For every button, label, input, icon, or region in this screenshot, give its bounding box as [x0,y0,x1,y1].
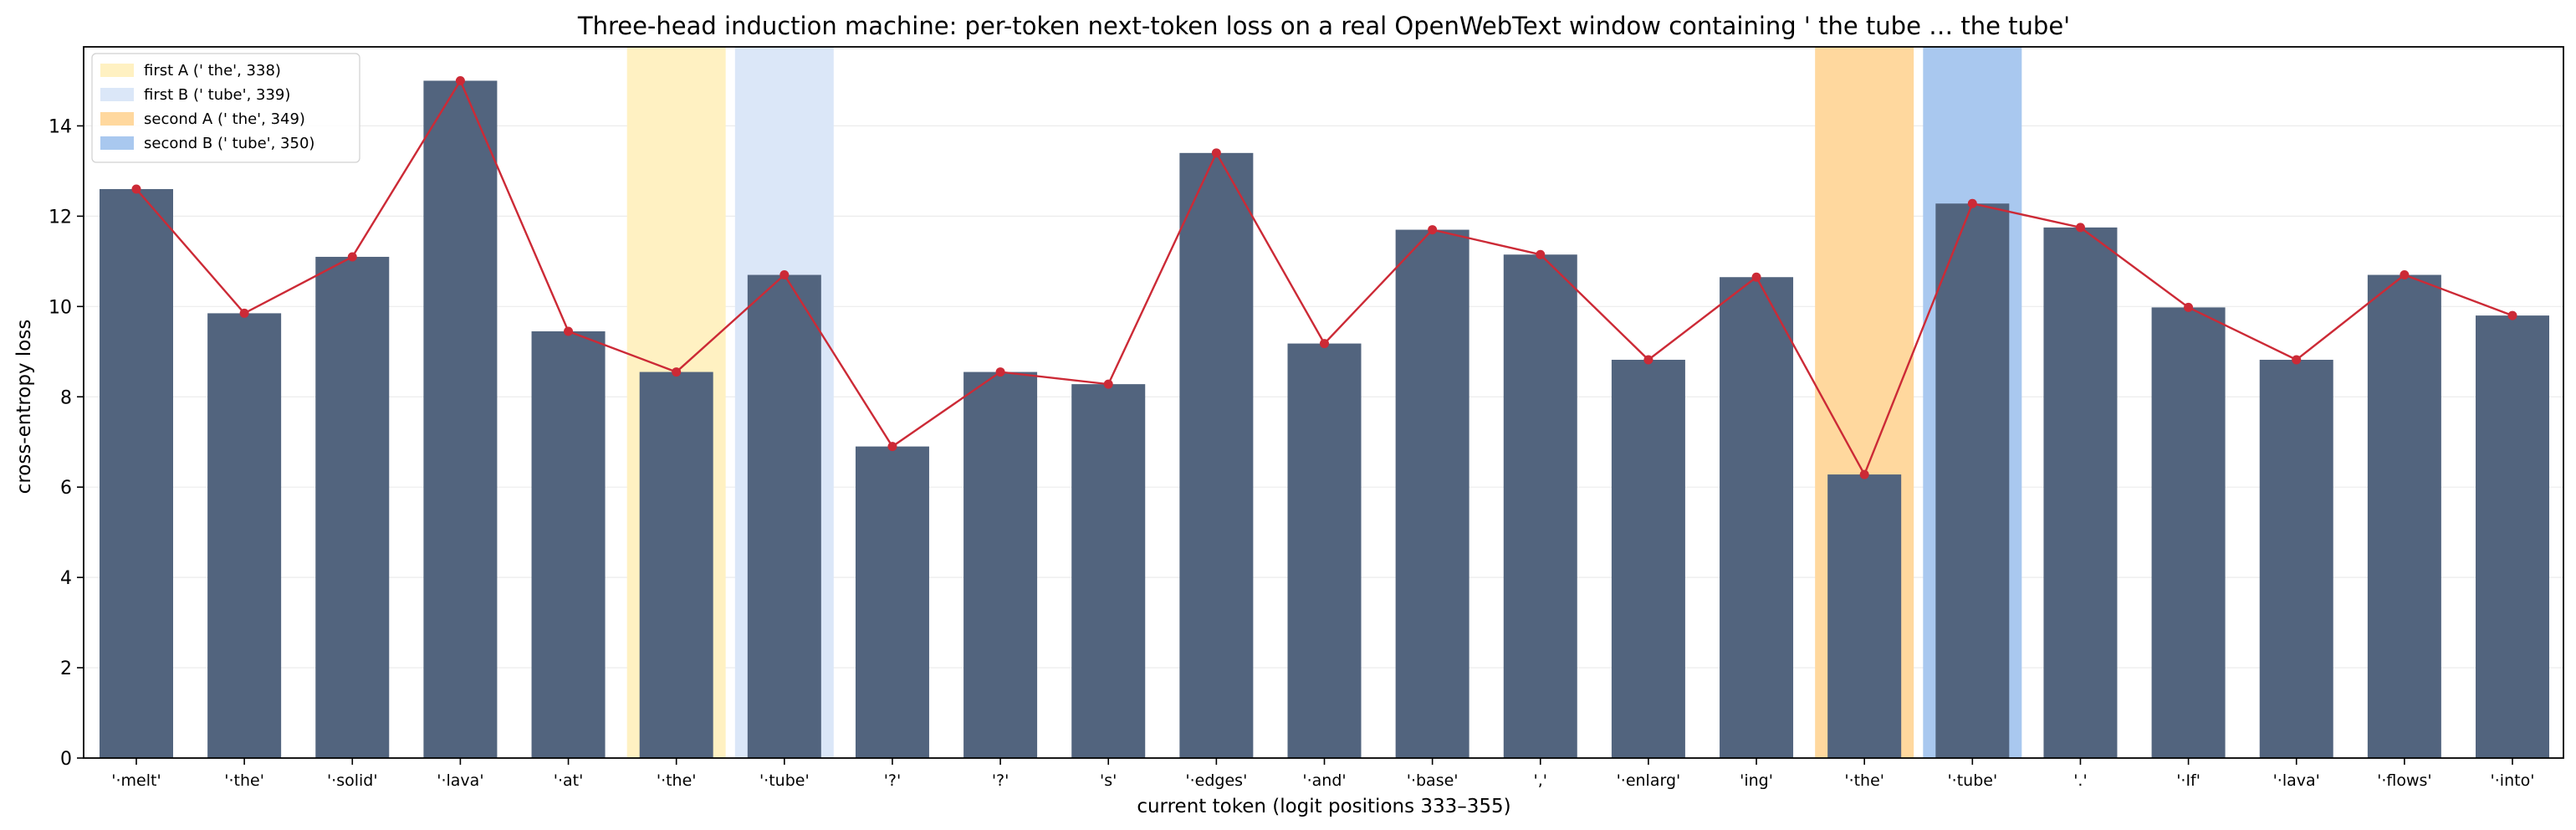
bar [963,371,1038,758]
loss-line [131,75,2517,479]
x-tick-label: '·flows' [2377,771,2432,790]
bar [855,446,929,758]
axes [83,46,2564,759]
x-tick-label: '?' [992,771,1009,790]
loss-point [2075,223,2085,233]
legend-entry: second B (' tube', 350) [144,135,314,152]
loss-point [1536,249,1546,259]
x-tick-label: '·lava' [2273,771,2320,790]
y-tick-label: 10 [49,297,72,318]
x-tick-label: '·tube' [1947,771,1997,790]
legend-swatch [100,136,134,150]
loss-point [779,270,790,280]
loss-point [887,442,897,452]
x-tick-label: '·enlarg' [1617,771,1681,790]
loss-point [564,326,574,336]
bar [100,189,173,758]
bar [1611,360,1685,758]
bar [1071,384,1146,758]
x-tick-label: '·the' [224,771,264,790]
loss-point [1967,198,1977,208]
legend-entry: first A (' the', 338) [144,62,281,79]
x-tick-label: '·edges' [1185,771,1247,790]
y-tick-label: 2 [60,658,72,679]
bar [1179,152,1254,759]
x-tick-label: '·the' [1844,771,1884,790]
loss-point [347,252,357,262]
loss-point [1859,469,1869,479]
bar [1720,277,1794,758]
loss-point [1211,148,1221,158]
x-tick-label: '·at' [554,771,584,790]
bar [423,80,498,758]
bars [100,80,2549,759]
bar [207,313,282,758]
y-tick-label: 6 [60,478,72,499]
y-tick-label: 8 [60,387,72,408]
x-tick-label: ',' [1534,771,1548,790]
x-tick-label: '·melt' [111,771,161,790]
bar [639,371,713,758]
x-tick-label: '·If' [2176,771,2200,790]
x-tick-label: 's' [1100,771,1117,790]
legend-swatch [100,64,134,77]
bar [2259,360,2333,758]
chart-title: Three-head induction machine: per-token … [577,12,2070,40]
loss-point [2400,270,2410,280]
y-tick-label: 4 [60,568,72,589]
loss-point [1103,379,1113,389]
loss-point [1751,272,1761,282]
bar [1935,203,2010,758]
legend-box [91,53,360,163]
loss-point [672,367,682,377]
loss-point [1320,339,1329,349]
bar [1503,254,1577,758]
x-tick-label: '·tube' [759,771,810,790]
bar [2367,274,2441,758]
loss-point [239,308,249,318]
loss-point [2184,302,2194,312]
x-tick-label: '·lava' [437,771,483,790]
axes-frame [83,46,2564,759]
loss-point [995,367,1005,377]
bar [2043,227,2118,758]
bar [1395,229,1469,759]
x-tick-label: '·the' [657,771,697,790]
y-tick-label: 12 [49,207,72,228]
ticks: 0 2 4 6 8 10 12 14 '·melt' '·the' '·solid' '·lava' '… [49,116,2534,790]
loss-point [1643,355,1653,365]
legend-swatch [100,112,134,126]
x-tick-label: '?' [884,771,902,790]
loss-point [2292,355,2302,365]
bar [2151,307,2226,758]
bar [531,331,606,758]
bar [2476,315,2549,759]
bar [315,256,390,758]
x-tick-label: '·solid' [327,771,378,790]
x-tick-label: '·and' [1302,771,1346,790]
x-tick-label: '.' [2073,771,2088,790]
x-tick-label: '·base' [1407,771,1459,790]
y-axis-label: cross-entropy loss [13,320,35,494]
loss-point [2507,310,2517,320]
bar [1827,474,1902,758]
legend-entry: second A (' the', 349) [144,110,305,128]
loss-point [1428,225,1438,235]
loss-point [131,184,141,194]
y-tick-label: 14 [49,116,72,137]
bar [747,274,821,758]
x-tick-label: 'ing' [1740,771,1773,790]
legend: first A (' the', 338) first B (' tube', 3… [91,53,360,163]
bar [1287,343,1362,758]
x-axis-label: current token (logit positions 333–355) [1137,796,1510,817]
x-tick-label: '·into' [2491,771,2535,790]
legend-swatch [100,88,134,101]
y-tick-label: 0 [60,749,72,770]
loss-point [455,75,465,85]
legend-entry: first B (' tube', 339) [144,86,290,104]
